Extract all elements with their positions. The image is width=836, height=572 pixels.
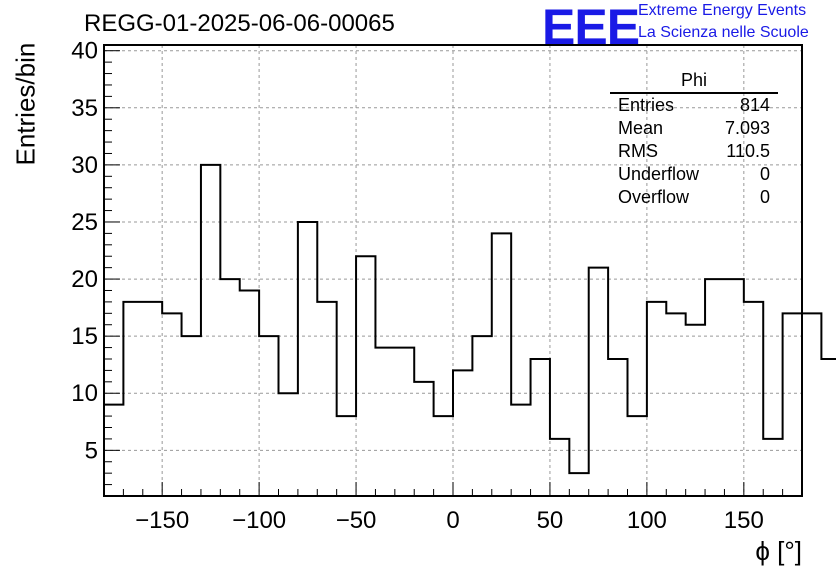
histogram-bin — [123, 302, 142, 496]
stats-name: Phi — [610, 70, 778, 94]
histogram-bin — [279, 393, 298, 496]
stats-box: Phi Entries 814 Mean 7.093 RMS 110.5 Underf… — [610, 70, 778, 209]
y-tick-label: 40 — [71, 38, 98, 65]
histogram-bin — [259, 336, 278, 496]
histogram-bin — [472, 336, 491, 496]
x-tick-label: −100 — [232, 507, 286, 534]
x-tick-label: −150 — [135, 507, 189, 534]
x-axis-label: ϕ [°] — [755, 536, 802, 566]
y-tick-label: 10 — [71, 380, 98, 407]
histogram-bin — [337, 416, 356, 496]
y-tick-label: 15 — [71, 323, 98, 350]
chart-title: REGG-01-2025-06-06-00065 — [84, 10, 395, 37]
x-tick-label: 0 — [446, 507, 459, 534]
histogram-bin — [647, 302, 666, 496]
histogram-bin — [414, 382, 433, 496]
histogram-bin — [802, 313, 821, 496]
histogram-bin — [143, 302, 162, 496]
y-tick-label: 5 — [85, 437, 98, 464]
stats-row-entries: Entries 814 — [618, 95, 770, 115]
histogram-line — [104, 163, 836, 475]
histogram-bin — [531, 359, 550, 496]
histogram-bin — [666, 313, 685, 496]
histogram-bin — [395, 348, 414, 496]
histogram-bin — [492, 233, 511, 496]
histogram-bin — [375, 348, 394, 496]
stats-row-rms: RMS 110.5 — [618, 141, 770, 161]
x-tick-label: 100 — [627, 507, 667, 534]
histogram-bin — [162, 313, 181, 496]
stats-row-underflow: Underflow 0 — [618, 164, 770, 184]
histogram-bin — [317, 302, 336, 496]
histogram-bin — [240, 290, 259, 496]
y-tick-label: 30 — [71, 152, 98, 179]
histogram-bin — [608, 359, 627, 496]
histogram-bin — [763, 439, 782, 496]
x-tick-label: 50 — [537, 507, 564, 534]
histogram-bin — [550, 439, 569, 496]
stats-row-overflow: Overflow 0 — [618, 187, 770, 207]
y-tick-label: 25 — [71, 209, 98, 236]
logo-line-1: Extreme Energy Events — [638, 2, 807, 19]
histogram-bin — [744, 302, 763, 496]
histogram-bin — [182, 336, 201, 496]
x-tick-label: −50 — [336, 507, 377, 534]
x-tick-label: 150 — [724, 507, 764, 534]
stats-row-mean: Mean 7.093 — [618, 118, 770, 138]
histogram-bin — [434, 416, 453, 496]
y-tick-label: 35 — [71, 95, 98, 122]
histogram-bin — [589, 268, 608, 496]
histogram-bin — [783, 313, 802, 496]
histogram-bin — [201, 165, 220, 496]
logo-line-2: La Scienza nelle Scuole — [638, 24, 809, 41]
y-tick-label: 20 — [71, 266, 98, 293]
histogram-bin — [821, 359, 836, 496]
histogram-bin — [686, 325, 705, 496]
histogram-bin — [569, 473, 588, 496]
histogram-bin — [298, 222, 317, 496]
histogram-bin — [356, 256, 375, 496]
histogram-bin — [724, 279, 743, 496]
eee-logo: EEE — [542, 0, 640, 55]
histogram-bin — [705, 279, 724, 496]
y-axis-label: Entries/bin — [10, 42, 41, 166]
histogram-bin — [511, 405, 530, 496]
histogram-bin — [220, 279, 239, 496]
histogram-bin — [453, 370, 472, 496]
histogram-bin — [628, 416, 647, 496]
